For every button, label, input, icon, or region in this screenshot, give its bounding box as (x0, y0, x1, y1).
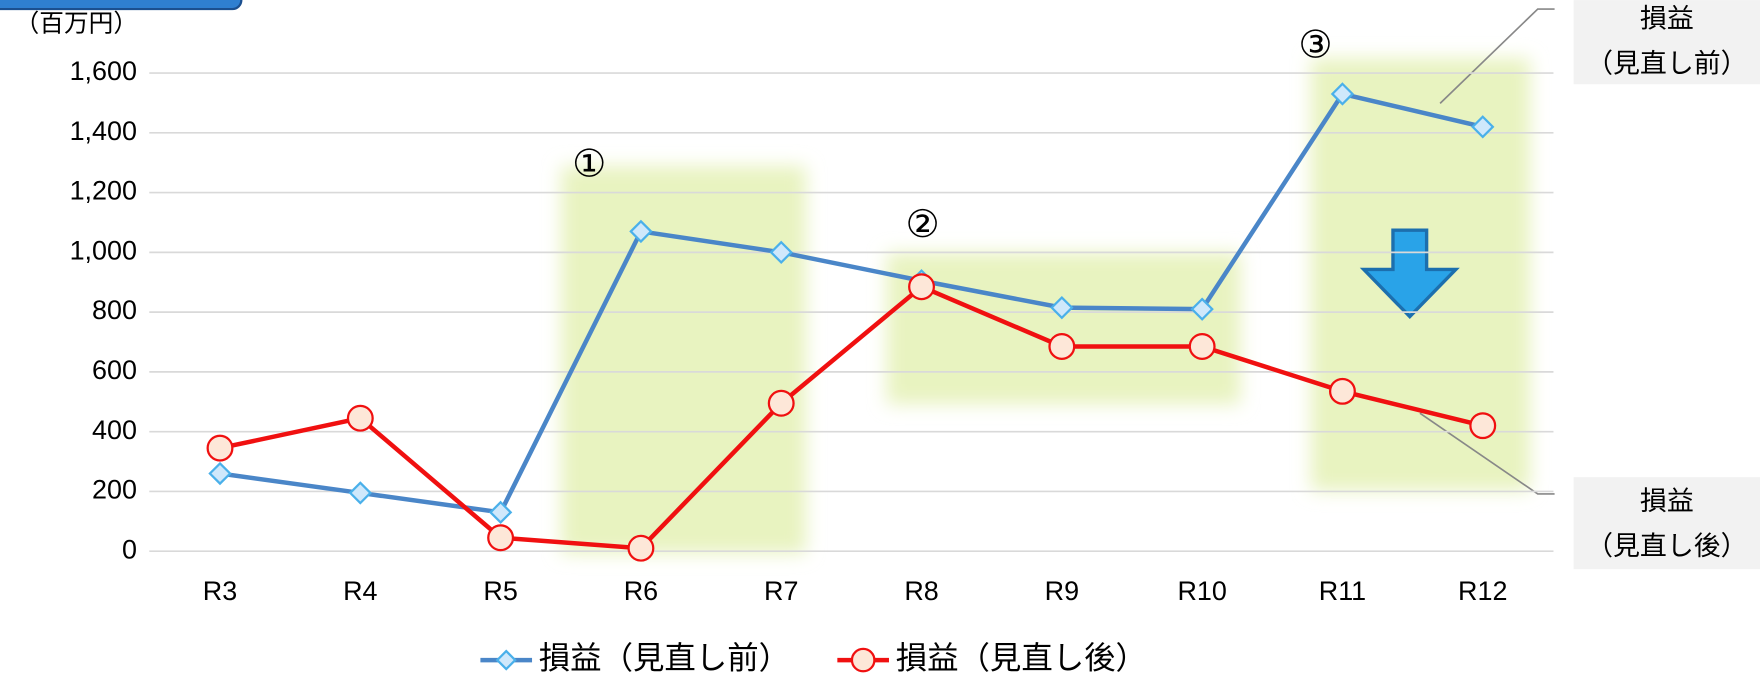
x-tick-label: R9 (1045, 576, 1079, 606)
data-point (627, 534, 655, 562)
annotation: ① (572, 142, 606, 185)
data-point (348, 481, 372, 505)
data-point (206, 434, 234, 462)
callout-text: （見直し前） (1586, 48, 1748, 78)
y-tick-label: 400 (92, 415, 137, 445)
data-point (769, 240, 793, 265)
annotation: ② (906, 203, 940, 246)
y-tick-label: 600 (92, 355, 137, 385)
legend-label: 損益（見直し後） (896, 640, 1147, 675)
callout-box (1573, 477, 1760, 570)
legend-marker (495, 649, 517, 671)
x-tick-label: R6 (624, 576, 658, 606)
y-tick-label: 1,000 (70, 235, 137, 265)
y-tick-label: 800 (92, 295, 137, 325)
data-point (1328, 377, 1356, 405)
legend-label: 損益（見直し前） (539, 640, 790, 675)
data-point (488, 500, 513, 525)
data-point (629, 219, 653, 244)
y-tick-label: 1,200 (70, 176, 137, 206)
x-tick-label: R8 (904, 576, 938, 606)
x-tick-label: R11 (1319, 576, 1366, 606)
callout-text: （見直し後） (1586, 531, 1748, 561)
x-tick-label: R3 (203, 576, 237, 606)
data-point (1469, 412, 1497, 440)
y-tick-label: 1,400 (70, 116, 137, 146)
x-tick-label: R10 (1177, 576, 1226, 606)
y-tick-label: 1,600 (70, 56, 137, 86)
annotation: ③ (1298, 23, 1332, 66)
y-tick-label: 0 (122, 534, 137, 564)
data-point (1190, 297, 1214, 321)
callout-text: 損益 (1640, 3, 1694, 33)
data-point (1471, 115, 1495, 139)
header-badge (0, 0, 243, 11)
data-point (1188, 333, 1216, 360)
series-line (219, 91, 1484, 515)
data-point (487, 524, 515, 552)
callout-line (1439, 8, 1555, 104)
legend-marker (850, 647, 876, 673)
x-tick-label: R7 (764, 576, 798, 606)
data-point (767, 389, 795, 417)
data-point (908, 273, 935, 301)
callout-box (1573, 0, 1760, 85)
data-point (208, 461, 232, 486)
data-point (1048, 333, 1076, 360)
callout-line (1419, 412, 1555, 495)
data-point (346, 404, 374, 432)
data-point (1050, 295, 1074, 320)
x-tick-label: R5 (483, 576, 517, 606)
y-unit-label: （百万円） (15, 9, 138, 37)
y-tick-label: 200 (92, 475, 137, 505)
x-tick-label: R4 (343, 576, 377, 606)
x-tick-label: R12 (1458, 576, 1507, 606)
data-point (1330, 82, 1355, 106)
callout-text: 損益 (1640, 486, 1694, 516)
series-line (219, 284, 1484, 551)
down-arrow (1359, 228, 1460, 320)
